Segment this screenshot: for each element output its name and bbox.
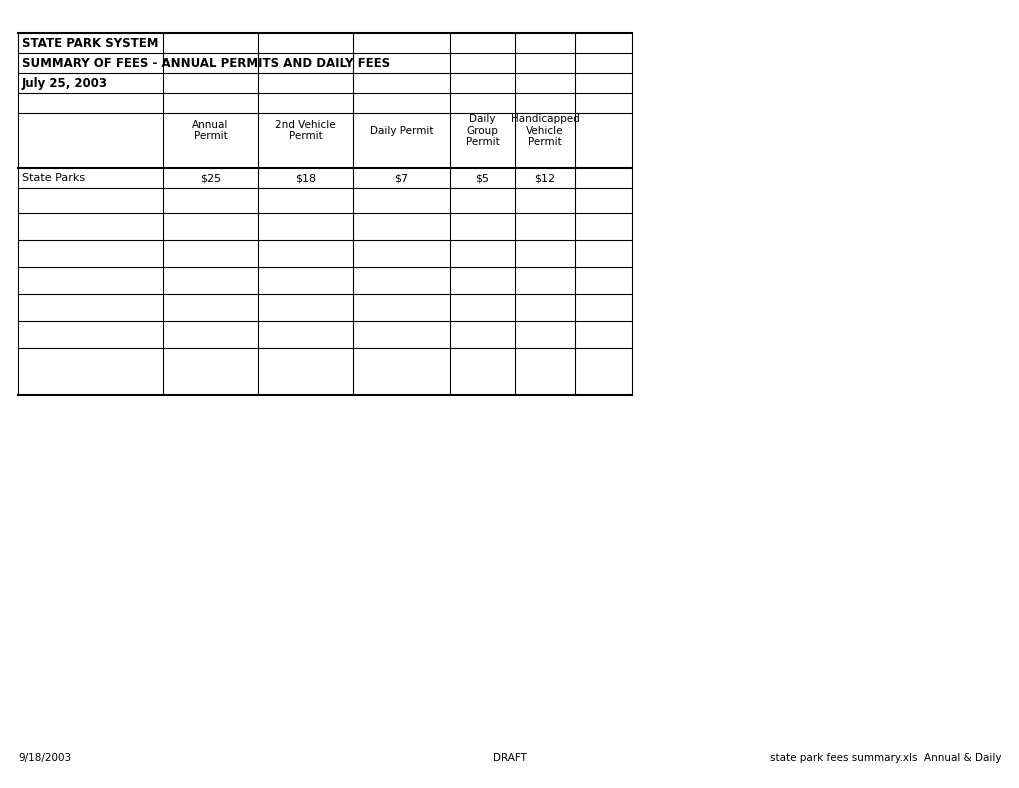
Text: Handicapped
Vehicle
Permit: Handicapped Vehicle Permit	[511, 114, 579, 147]
Text: Daily Permit: Daily Permit	[370, 125, 433, 136]
Text: $7: $7	[394, 173, 409, 183]
Text: DRAFT: DRAFT	[492, 753, 527, 763]
Text: STATE PARK SYSTEM: STATE PARK SYSTEM	[22, 36, 158, 50]
Text: $25: $25	[200, 173, 221, 183]
Text: July 25, 2003: July 25, 2003	[22, 76, 108, 90]
Text: 2nd Vehicle
Permit: 2nd Vehicle Permit	[275, 120, 335, 141]
Text: State Parks: State Parks	[22, 173, 85, 183]
Text: Annual
Permit: Annual Permit	[193, 120, 228, 141]
Text: 9/18/2003: 9/18/2003	[18, 753, 71, 763]
Text: $5: $5	[475, 173, 489, 183]
Text: state park fees summary.xls  Annual & Daily: state park fees summary.xls Annual & Dai…	[769, 753, 1001, 763]
Text: $12: $12	[534, 173, 555, 183]
Text: SUMMARY OF FEES - ANNUAL PERMITS AND DAILY FEES: SUMMARY OF FEES - ANNUAL PERMITS AND DAI…	[22, 57, 389, 69]
Text: $18: $18	[294, 173, 316, 183]
Text: Daily
Group
Permit: Daily Group Permit	[465, 114, 499, 147]
